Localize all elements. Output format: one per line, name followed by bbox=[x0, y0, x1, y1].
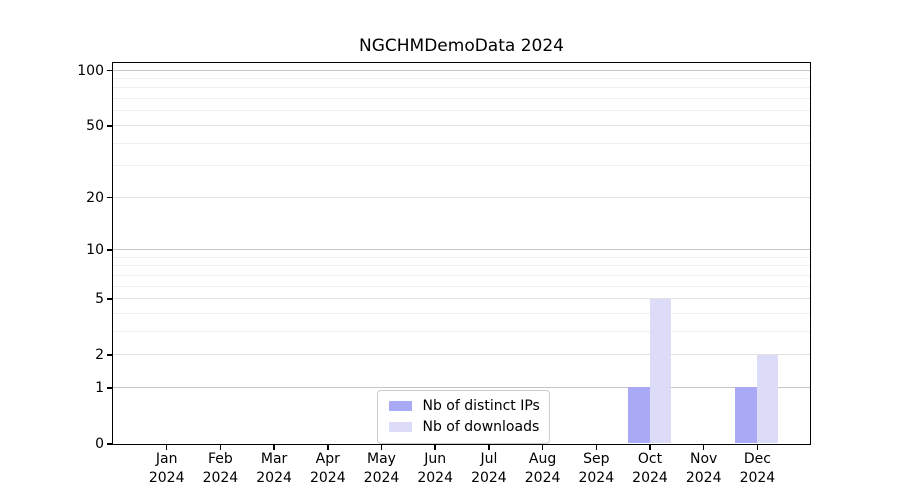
x-tick-label-may: May 2024 bbox=[363, 451, 400, 486]
gridline-y-20 bbox=[112, 196, 810, 198]
y-tick-mark-5 bbox=[107, 298, 112, 300]
gridline-y-40 bbox=[112, 142, 810, 144]
y-tick-label-20: 20 bbox=[86, 189, 104, 206]
y-tick-mark-100 bbox=[107, 69, 112, 72]
y-tick-mark-0 bbox=[107, 443, 112, 445]
gridline-y-100 bbox=[112, 69, 810, 71]
x-tick-mark-jun bbox=[434, 445, 436, 450]
x-tick-mark-nov bbox=[702, 445, 705, 450]
gridline-y-1 bbox=[112, 386, 810, 388]
gridline-y-7 bbox=[112, 274, 810, 276]
x-tick-mark-aug bbox=[541, 445, 544, 450]
x-tick-label-mar: Mar 2024 bbox=[256, 451, 292, 486]
y-tick-mark-50 bbox=[107, 125, 112, 127]
gridline-y-60 bbox=[112, 110, 810, 112]
x-tick-label-sep: Sep 2024 bbox=[578, 451, 615, 486]
gridline-y-50 bbox=[112, 124, 810, 126]
x-tick-mark-apr bbox=[327, 445, 329, 450]
x-tick-label-aug: Aug 2024 bbox=[524, 451, 561, 486]
gridline-y-10 bbox=[112, 249, 810, 250]
legend-item-downloads: Nb of downloads bbox=[388, 417, 540, 438]
x-tick-mark-jul bbox=[488, 445, 490, 450]
y-tick-label-50: 50 bbox=[86, 117, 104, 134]
gridline-y-90 bbox=[112, 78, 810, 80]
y-tick-mark-1 bbox=[107, 387, 112, 389]
y-tick-label-2: 2 bbox=[95, 347, 104, 364]
legend-swatch-downloads bbox=[388, 421, 412, 433]
legend: Nb of distinct IPs Nb of downloads bbox=[376, 389, 550, 444]
legend-swatch-distinct-ips bbox=[388, 400, 412, 412]
bar-downloads-dec bbox=[756, 354, 779, 444]
gridline-y-2 bbox=[112, 354, 810, 356]
y-tick-label-5: 5 bbox=[95, 291, 104, 308]
plot-area: Nb of distinct IPs Nb of downloads bbox=[111, 61, 811, 445]
bar-downloads-oct bbox=[649, 298, 671, 444]
x-tick-label-jan: Jan 2024 bbox=[148, 451, 185, 486]
x-tick-mark-may bbox=[380, 445, 383, 450]
y-tick-label-1: 1 bbox=[95, 379, 104, 396]
x-tick-label-dec: Dec 2024 bbox=[739, 451, 776, 486]
x-tick-mark-jan bbox=[165, 445, 168, 450]
gridline-y-6 bbox=[112, 285, 810, 287]
gridline-y-4 bbox=[112, 312, 810, 314]
y-tick-label-10: 10 bbox=[86, 242, 104, 258]
y-tick-label-0: 0 bbox=[95, 436, 104, 452]
y-tick-mark-2 bbox=[107, 354, 112, 356]
y-tick-mark-20 bbox=[107, 196, 112, 199]
x-tick-label-nov: Nov 2024 bbox=[685, 451, 722, 486]
gridline-y-80 bbox=[112, 87, 810, 89]
x-tick-mark-dec bbox=[756, 445, 759, 450]
gridline-y-9 bbox=[112, 256, 810, 258]
gridline-y-3 bbox=[112, 330, 810, 332]
bar-distinct-ips-oct bbox=[628, 387, 650, 444]
x-tick-mark-oct bbox=[649, 445, 651, 450]
y-tick-label-100: 100 bbox=[77, 62, 104, 79]
y-tick-mark-10 bbox=[107, 249, 112, 251]
legend-label-downloads: Nb of downloads bbox=[422, 419, 540, 435]
legend-label-distinct-ips: Nb of distinct IPs bbox=[422, 398, 540, 414]
x-tick-mark-sep bbox=[595, 445, 598, 450]
gridline-y-5 bbox=[112, 298, 810, 300]
chart-title: NGCHMDemoData 2024 bbox=[359, 36, 564, 56]
gridline-y-8 bbox=[112, 265, 810, 267]
x-tick-label-jul: Jul 2024 bbox=[471, 451, 507, 486]
x-tick-mark-mar bbox=[273, 445, 275, 450]
x-tick-label-apr: Apr 2024 bbox=[309, 451, 346, 486]
legend-item-distinct-ips: Nb of distinct IPs bbox=[388, 396, 540, 417]
x-tick-mark-feb bbox=[219, 445, 222, 450]
gridline-y-30 bbox=[112, 165, 810, 167]
x-tick-label-feb: Feb 2024 bbox=[202, 451, 239, 486]
x-tick-label-jun: Jun 2024 bbox=[417, 451, 453, 486]
gridline-y-70 bbox=[112, 98, 810, 100]
bar-distinct-ips-dec bbox=[735, 387, 757, 444]
x-tick-label-oct: Oct 2024 bbox=[632, 451, 668, 486]
